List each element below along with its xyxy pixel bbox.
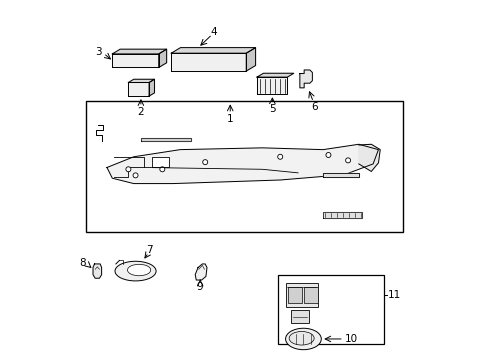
Bar — [290, 310, 308, 323]
Circle shape — [125, 167, 131, 172]
Circle shape — [277, 154, 282, 159]
Polygon shape — [107, 144, 378, 184]
Polygon shape — [323, 173, 358, 177]
Text: 2: 2 — [137, 107, 144, 117]
Polygon shape — [171, 53, 246, 71]
Polygon shape — [151, 157, 169, 167]
Polygon shape — [171, 48, 255, 53]
Polygon shape — [93, 264, 102, 278]
Ellipse shape — [127, 264, 150, 276]
Polygon shape — [257, 73, 293, 77]
Polygon shape — [141, 138, 190, 141]
Polygon shape — [112, 54, 159, 67]
Bar — [85, 102, 403, 232]
Polygon shape — [159, 49, 166, 67]
Text: 10: 10 — [345, 334, 358, 344]
Circle shape — [325, 153, 330, 157]
Circle shape — [160, 167, 164, 172]
Text: 8: 8 — [79, 258, 85, 268]
Circle shape — [133, 173, 138, 178]
Polygon shape — [257, 77, 287, 94]
Bar — [278, 275, 383, 344]
Ellipse shape — [115, 261, 156, 281]
Circle shape — [345, 158, 350, 163]
Polygon shape — [149, 79, 154, 96]
Text: 3: 3 — [95, 47, 101, 57]
Polygon shape — [128, 82, 149, 96]
Polygon shape — [299, 70, 312, 88]
Text: 4: 4 — [210, 27, 217, 37]
Circle shape — [203, 159, 207, 165]
Bar — [304, 287, 317, 302]
Polygon shape — [128, 79, 154, 82]
Text: 9: 9 — [196, 282, 203, 292]
Polygon shape — [195, 264, 206, 280]
Text: 11: 11 — [386, 290, 400, 300]
Polygon shape — [358, 144, 380, 171]
Text: 5: 5 — [268, 104, 275, 113]
Polygon shape — [246, 48, 255, 71]
Text: 1: 1 — [226, 114, 233, 124]
Text: 7: 7 — [146, 245, 153, 255]
Ellipse shape — [285, 328, 321, 350]
Ellipse shape — [288, 332, 313, 345]
Polygon shape — [112, 49, 166, 54]
Polygon shape — [323, 212, 362, 217]
Bar — [288, 287, 302, 302]
Text: 6: 6 — [310, 102, 317, 112]
Bar — [285, 283, 317, 307]
